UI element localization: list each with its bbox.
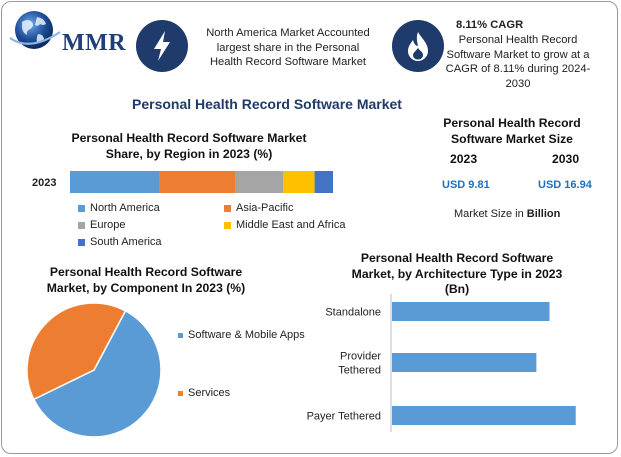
- architecture-category-label: Tethered: [338, 365, 381, 377]
- highlight-2-line: 2030: [505, 77, 531, 90]
- architecture-category-label: Provider: [340, 351, 381, 363]
- legend-swatch: [178, 332, 183, 338]
- architecture-bar: [392, 406, 576, 425]
- legend-item-middle-east-africa: Middle East and Africa: [224, 219, 345, 231]
- region-bar-segment: [70, 171, 160, 193]
- year-2030-label: 2030: [552, 152, 580, 166]
- value-2023: USD 9.81: [442, 179, 490, 191]
- legend-label: Middle East and Africa: [236, 219, 346, 231]
- architecture-chart-title: Personal Health Record Software Market, …: [332, 251, 582, 298]
- legend-label: South America: [90, 236, 162, 248]
- pie-legend-software: Software & Mobile Apps: [178, 329, 305, 341]
- legend-label: North America: [90, 202, 160, 214]
- legend-label: Services: [188, 387, 231, 399]
- market-size-note: Market Size in Billion: [454, 208, 560, 220]
- highlight-2-line: CAGR of 8.11% during 2024-: [445, 63, 591, 75]
- legend-label: Software & Mobile Apps: [188, 329, 305, 341]
- region-title-line: Personal Health Record Software Market: [71, 131, 307, 145]
- flame-icon: [408, 32, 428, 61]
- component-title-line: Personal Health Record Software: [49, 265, 243, 279]
- legend-item-north-america: North America: [78, 202, 160, 214]
- highlight-1-line: largest share in the Personal: [216, 41, 360, 54]
- pie-legend-services: Services: [178, 387, 230, 399]
- year-2023-label: 2023: [450, 152, 478, 166]
- architecture-title-line: Personal Health Record Software: [360, 251, 554, 265]
- brand-name: MMR: [62, 30, 127, 56]
- region-share-chart: 2023: [32, 171, 333, 193]
- architecture-category-label: Payer Tethered: [307, 411, 381, 423]
- market-size-note-unit: Billion: [526, 208, 561, 220]
- cagr-heading: 8.11% CAGR: [456, 19, 524, 31]
- highlight-1-line: Health Record Software Market: [209, 56, 367, 68]
- highlight-text-2: Personal Health Record Software Market t…: [440, 33, 596, 91]
- main-title: Personal Health Record Software Market: [132, 96, 402, 112]
- market-size-note-prefix: Market Size in: [454, 208, 527, 220]
- legend-item-europe: Europe: [78, 219, 125, 231]
- region-chart-title: Personal Health Record Software Market S…: [54, 131, 324, 162]
- pie-slice: [26, 302, 127, 401]
- region-category-label: 2023: [32, 177, 56, 189]
- component-pie-chart: [26, 302, 162, 438]
- legend-item-asia-pacific: Asia-Pacific: [224, 202, 293, 214]
- region-bar-segment: [159, 171, 236, 193]
- highlight-badge-1: [136, 20, 188, 72]
- legend-item-south-america: South America: [78, 236, 162, 248]
- architecture-category-label: Standalone: [325, 307, 381, 319]
- legend-swatch: [178, 390, 183, 396]
- architecture-bar-chart: Standalone Provider Tethered Payer Tethered: [307, 294, 576, 432]
- pie-slice: [32, 309, 162, 438]
- component-title-line: Market, by Component In 2023 (%): [46, 280, 246, 295]
- architecture-bar: [392, 302, 550, 321]
- highlight-badge-2: [392, 20, 444, 72]
- highlight-text-1: North America Market Accounted largest s…: [192, 26, 384, 70]
- legend-swatch: [78, 238, 85, 246]
- architecture-title-line: (Bn): [444, 282, 470, 296]
- market-size-title: Personal Health Record Software Market S…: [432, 116, 592, 147]
- architecture-bar: [392, 353, 537, 372]
- component-chart-title: Personal Health Record Software Market, …: [32, 265, 260, 296]
- legend-swatch: [224, 221, 231, 229]
- market-size-title-line: Personal Health Record: [443, 116, 581, 130]
- value-2030: USD 16.94: [538, 179, 592, 191]
- region-bar-segment: [283, 171, 315, 193]
- lightning-icon: [154, 31, 170, 61]
- region-bar-segment: [235, 171, 284, 193]
- highlight-2-line: Personal Health Record: [458, 34, 578, 46]
- region-title-line: Share, by Region in 2023 (%): [105, 146, 273, 161]
- legend-label: Europe: [90, 219, 126, 231]
- legend-swatch: [78, 221, 85, 229]
- legend-label: Asia-Pacific: [236, 202, 294, 214]
- region-bar-segment: [314, 171, 333, 193]
- highlight-2-line: Software Market to grow at a: [446, 48, 590, 61]
- architecture-title-line: Market, by Architecture Type in 2023: [351, 266, 563, 281]
- legend-swatch: [224, 204, 231, 212]
- highlight-1-line: North America Market Accounted: [206, 27, 370, 39]
- market-size-title-line: Software Market Size: [451, 131, 573, 146]
- globe-logo-icon: [9, 11, 61, 49]
- legend-swatch: [78, 204, 85, 212]
